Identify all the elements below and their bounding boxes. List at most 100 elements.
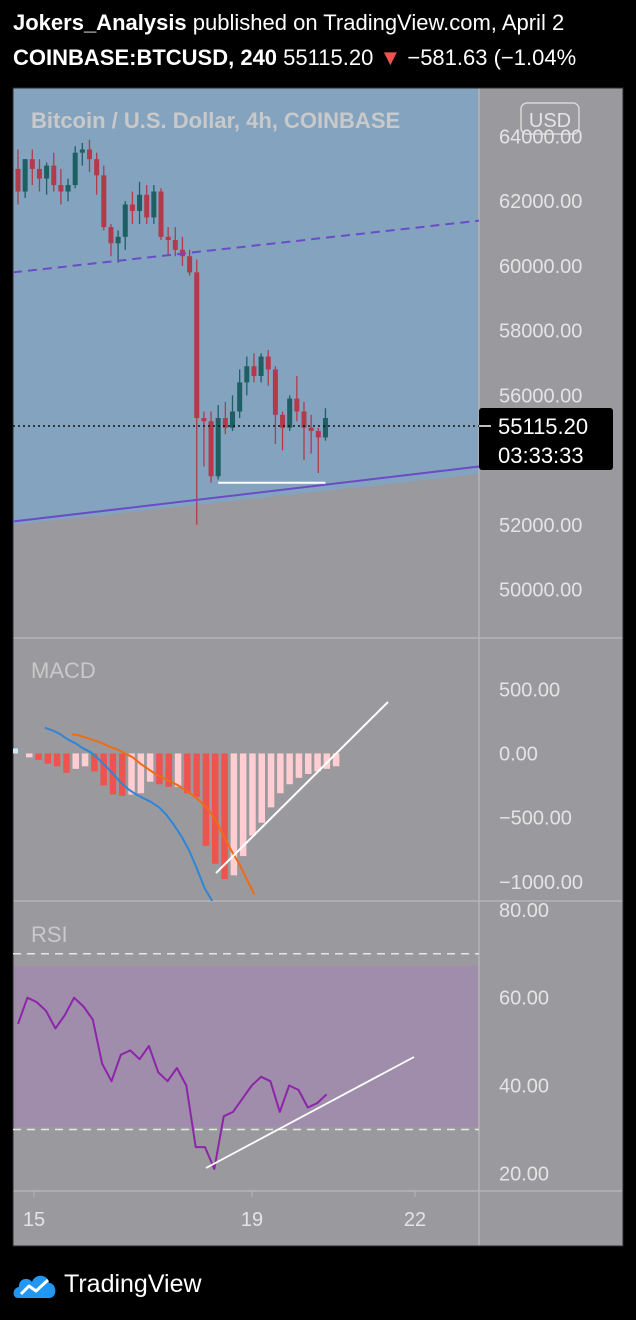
macd-histogram-bar <box>165 753 172 787</box>
candle <box>237 369 243 418</box>
candle <box>101 165 107 231</box>
candle <box>287 395 293 431</box>
macd-title: MACD <box>31 658 96 683</box>
macd-histogram-bar <box>174 753 182 787</box>
candle <box>258 353 264 383</box>
macd-histogram-bar <box>239 753 247 857</box>
macd-histogram-bar <box>156 753 163 785</box>
candle <box>122 201 128 250</box>
time-axis: 15 19 22 <box>23 1191 426 1231</box>
price-axis: 64000.00 62000.00 60000.00 58000.00 56000.00… <box>499 127 582 602</box>
countdown-label: 03:33:33 <box>498 443 584 468</box>
rsi-band-fill <box>13 966 479 1127</box>
publish-info: Jokers_Analysis published on TradingView… <box>13 10 564 36</box>
symbol-info: COINBASE:BTCUSD, 240 55115.20 ▼ −581.63 … <box>13 45 576 71</box>
macd-histogram-bar <box>193 753 200 798</box>
price-tick-label: 62000.00 <box>499 191 582 213</box>
macd-histogram-bar <box>267 753 275 808</box>
candle <box>58 168 64 205</box>
author-name[interactable]: Jokers_Analysis <box>13 10 187 35</box>
macd-histogram-bar <box>202 753 210 846</box>
candle <box>79 143 85 166</box>
candle <box>230 395 235 431</box>
main-chart-title: Bitcoin / U.S. Dollar, 4h, COINBASE <box>31 108 400 133</box>
macd-histogram-bar <box>221 753 228 880</box>
macd-divergence-line <box>215 701 389 874</box>
price-tick-label: 58000.00 <box>499 321 582 343</box>
rsi-line <box>17 996 328 1170</box>
candle <box>22 159 28 198</box>
candle <box>151 185 157 224</box>
rsi-tick-label: 40.00 <box>499 1076 549 1098</box>
candle <box>215 405 221 480</box>
price-tick-label: 56000.00 <box>499 385 582 407</box>
price-tick-label: 50000.00 <box>499 579 582 601</box>
macd-tick-label: −500.00 <box>499 808 572 830</box>
pane-borders <box>12 87 624 1247</box>
macd-histogram-bar <box>128 753 135 795</box>
price-change: −581.63 (−1.04% <box>407 45 577 70</box>
macd-histogram-bar <box>26 753 33 758</box>
candle <box>194 259 200 525</box>
macd-histogram-bar <box>332 753 340 767</box>
rsi-tick-label: 60.00 <box>499 988 549 1010</box>
macd-histogram-bar <box>119 753 126 796</box>
currency-badge-box <box>520 102 580 135</box>
rsi-axis: 80.00 60.00 40.00 20.00 <box>499 900 549 1186</box>
candle <box>201 411 207 467</box>
last-price-label: 55115.20 <box>498 414 588 439</box>
rsi-title: RSI <box>31 922 68 947</box>
macd-histogram-bar <box>53 753 61 767</box>
symbol-name: COINBASE:BTCUSD, 240 <box>13 45 278 70</box>
macd-histogram-bar <box>44 753 52 764</box>
brand-name: TradingView <box>64 1269 202 1298</box>
candle <box>315 427 321 473</box>
rsi-tick-label: 80.00 <box>499 900 549 922</box>
candle <box>87 139 92 173</box>
price-tick-label: 52000.00 <box>499 515 582 537</box>
candle <box>44 162 50 195</box>
upper-trend-line <box>12 219 480 274</box>
macd-histogram-bar <box>323 753 331 769</box>
macd-histogram-bar <box>277 753 284 794</box>
macd-tick-label: 0.00 <box>499 743 538 765</box>
price-tick-label: 64000.00 <box>499 127 582 149</box>
macd-histogram-bar <box>81 753 89 767</box>
macd-histogram-bar <box>72 753 79 769</box>
macd-histogram-bar <box>63 753 70 773</box>
macd-histogram-bar <box>146 753 154 782</box>
macd-histogram-bar <box>230 753 238 876</box>
currency-badge[interactable]: USD <box>529 110 571 132</box>
tradingview-logo[interactable]: TradingView <box>12 1266 202 1302</box>
candle <box>272 366 278 444</box>
candle <box>72 146 78 189</box>
candle <box>301 401 307 461</box>
main-pane-highlight-edge <box>13 470 479 525</box>
candle <box>65 178 71 202</box>
candle <box>294 375 300 422</box>
candle <box>36 159 42 192</box>
candle <box>244 356 250 396</box>
macd-axis: 500.00 0.00 −500.00 −1000.00 <box>499 679 583 893</box>
candle <box>115 230 121 263</box>
candle <box>172 227 178 257</box>
candle <box>251 353 257 383</box>
time-tick-label: 15 <box>23 1209 45 1231</box>
candle <box>29 149 35 186</box>
candle <box>165 227 171 257</box>
macd-histogram-bar <box>184 753 191 794</box>
candle <box>280 411 286 451</box>
candle <box>108 223 114 257</box>
macd-histogram-bar <box>295 753 303 778</box>
candle <box>208 411 214 483</box>
published-text: published on TradingView.com, April 2 <box>192 10 565 35</box>
candle <box>158 188 164 241</box>
time-tick-label: 19 <box>241 1209 263 1231</box>
macd-histogram-bar <box>100 753 107 786</box>
rsi-tick-label: 20.00 <box>499 1163 549 1185</box>
macd-histogram-bar <box>35 753 42 760</box>
candlestick-series <box>15 139 328 525</box>
candle <box>265 350 271 386</box>
candle <box>137 181 143 224</box>
